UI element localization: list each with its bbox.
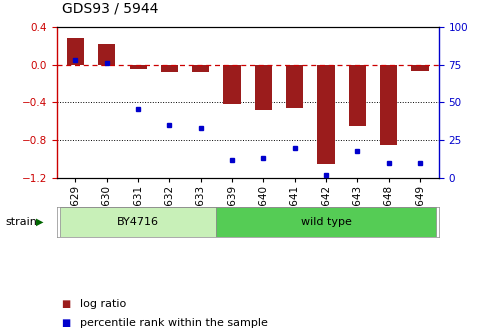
Bar	[216, 207, 436, 237]
Bar	[223, 65, 241, 104]
Bar	[349, 65, 366, 126]
Text: percentile rank within the sample: percentile rank within the sample	[80, 318, 268, 328]
Bar	[411, 65, 428, 71]
Bar	[98, 44, 115, 65]
Bar	[380, 65, 397, 145]
Bar	[130, 65, 147, 70]
Bar	[67, 38, 84, 65]
Bar	[60, 207, 216, 237]
Text: BY4716: BY4716	[117, 217, 159, 227]
Text: wild type: wild type	[301, 217, 352, 227]
Bar	[192, 65, 210, 72]
Bar	[161, 65, 178, 72]
Text: ■: ■	[62, 299, 71, 309]
Bar	[255, 65, 272, 110]
Text: GDS93 / 5944: GDS93 / 5944	[62, 1, 158, 15]
Bar	[317, 65, 335, 164]
Bar	[286, 65, 303, 108]
Text: strain: strain	[5, 217, 37, 227]
Text: log ratio: log ratio	[80, 299, 127, 309]
Text: ▶: ▶	[35, 217, 43, 227]
Text: ■: ■	[62, 318, 71, 328]
